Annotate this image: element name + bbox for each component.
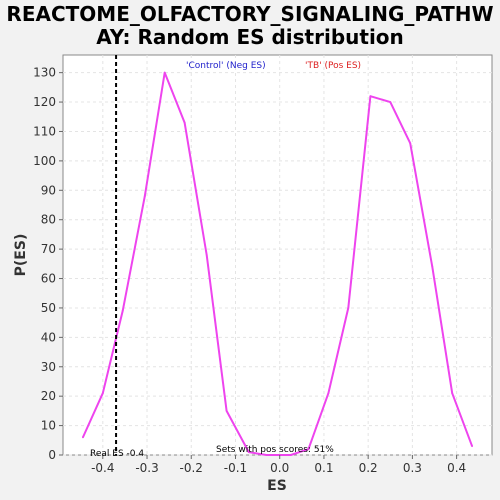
y-tick-label: 100 [33, 154, 56, 168]
data-point [471, 445, 473, 448]
chart-title-line-1: REACTOME_OLFACTORY_SIGNALING_PATHW [6, 2, 493, 26]
y-tick-label: 30 [41, 360, 56, 374]
x-tick-label: 0.3 [403, 461, 422, 475]
data-point [307, 448, 310, 451]
y-axis-label: P(ES) [13, 234, 29, 277]
data-point [183, 121, 186, 124]
y-tick-label: 130 [33, 66, 56, 80]
y-tick-label: 50 [41, 301, 56, 315]
x-tick-label: 0.0 [270, 461, 289, 475]
series-line [81, 71, 474, 456]
data-point [347, 307, 350, 309]
data-point [247, 451, 250, 453]
x-tick-label: 0.2 [359, 461, 378, 475]
data-point [289, 454, 292, 456]
real-es-label: Real ES -0.4 [90, 449, 144, 459]
legend-entry-tb: 'TB' (Pos ES) [305, 61, 361, 71]
y-tick-label: 120 [33, 95, 56, 109]
pos-scores-label: Sets with pos scores: 51% [216, 445, 334, 455]
x-tick-label: 0.4 [447, 461, 466, 475]
data-point [225, 409, 228, 412]
data-point [101, 392, 104, 395]
x-tick-label: 0.1 [314, 461, 333, 475]
x-axis-label: ES [267, 478, 287, 494]
data-point [431, 265, 434, 268]
y-tick-label: 20 [41, 389, 56, 403]
data-point [265, 454, 268, 456]
data-point [451, 392, 454, 395]
y-tick-label: 90 [41, 183, 56, 197]
data-point [327, 392, 330, 395]
y-tick-label: 60 [41, 272, 56, 286]
y-tick-label: 110 [33, 124, 56, 138]
x-tick-label: -0.1 [224, 461, 247, 475]
legend-entry-control: 'Control' (Neg ES) [186, 61, 266, 71]
chart-title-line-2: AY: Random ES distribution [96, 25, 404, 49]
x-axis-ticks: -0.4 -0.3 -0.2 -0.1 0.0 0.1 0.2 0.3 0.4 [91, 455, 466, 475]
data-point [121, 309, 124, 312]
data-point [369, 95, 372, 98]
y-tick-label: 0 [48, 448, 56, 462]
y-tick-label: 40 [41, 330, 56, 344]
data-point [143, 195, 146, 198]
plot-area [62, 54, 493, 456]
x-tick-label: -0.3 [135, 461, 158, 475]
data-point [82, 436, 84, 439]
data-point [205, 254, 208, 256]
data-point [389, 101, 392, 103]
y-tick-label: 10 [41, 419, 56, 433]
y-axis-ticks: 0 10 20 30 40 50 60 70 80 90 100 110 120 130 [33, 66, 63, 462]
series-layer [81, 71, 474, 456]
x-tick-label: -0.4 [91, 461, 114, 475]
y-tick-label: 70 [41, 242, 56, 256]
x-tick-label: -0.2 [180, 461, 203, 475]
data-point [409, 142, 412, 145]
y-tick-label: 80 [41, 213, 56, 227]
data-point [163, 71, 166, 74]
